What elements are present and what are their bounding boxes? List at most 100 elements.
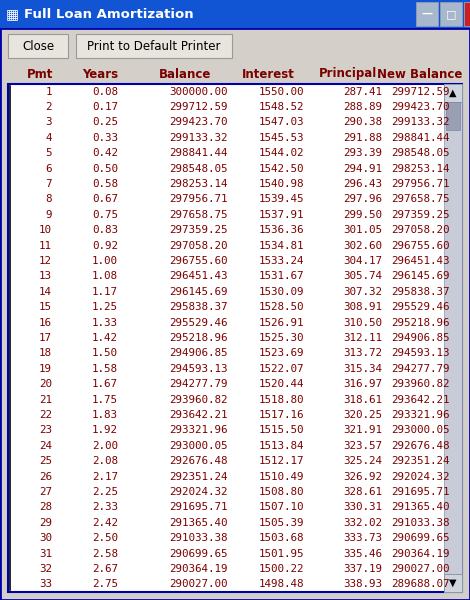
Text: 295218.96: 295218.96 — [170, 333, 228, 343]
Text: 0.17: 0.17 — [92, 102, 118, 112]
Bar — [416, 2, 438, 26]
Text: 293960.82: 293960.82 — [170, 395, 228, 404]
Text: 291.88: 291.88 — [343, 133, 382, 143]
Text: 297359.25: 297359.25 — [392, 210, 450, 220]
Text: 295838.37: 295838.37 — [392, 287, 450, 297]
Text: 293642.21: 293642.21 — [392, 395, 450, 404]
Text: 299712.59: 299712.59 — [392, 86, 450, 97]
Bar — [8, 84, 462, 592]
Text: 1523.69: 1523.69 — [258, 349, 304, 358]
Text: New Balance: New Balance — [377, 67, 462, 80]
Text: 332.02: 332.02 — [343, 518, 382, 528]
Text: 294277.79: 294277.79 — [170, 379, 228, 389]
Text: Full Loan Amortization: Full Loan Amortization — [24, 7, 194, 20]
Text: 2.42: 2.42 — [92, 518, 118, 528]
Text: 298841.44: 298841.44 — [392, 133, 450, 143]
Text: 25: 25 — [39, 456, 52, 466]
Text: 1547.03: 1547.03 — [258, 118, 304, 127]
Text: 310.50: 310.50 — [343, 317, 382, 328]
Text: 1518.80: 1518.80 — [258, 395, 304, 404]
Text: 294593.13: 294593.13 — [392, 349, 450, 358]
Text: 299.50: 299.50 — [343, 210, 382, 220]
Text: Balance: Balance — [159, 67, 211, 80]
Text: 3: 3 — [46, 118, 52, 127]
Text: 1503.68: 1503.68 — [258, 533, 304, 543]
Text: 0.08: 0.08 — [92, 86, 118, 97]
Text: 5: 5 — [46, 148, 52, 158]
Text: 1517.16: 1517.16 — [258, 410, 304, 420]
Text: 6: 6 — [46, 164, 52, 173]
Text: 295529.46: 295529.46 — [392, 302, 450, 312]
Text: 30: 30 — [39, 533, 52, 543]
Text: 307.32: 307.32 — [343, 287, 382, 297]
Text: 27: 27 — [39, 487, 52, 497]
Text: 1.50: 1.50 — [92, 349, 118, 358]
Text: 297956.71: 297956.71 — [170, 194, 228, 205]
Text: 333.73: 333.73 — [343, 533, 382, 543]
Text: 290699.65: 290699.65 — [392, 533, 450, 543]
Text: 291695.71: 291695.71 — [170, 502, 228, 512]
Text: 293321.96: 293321.96 — [392, 410, 450, 420]
Text: 0.67: 0.67 — [92, 194, 118, 205]
Text: 294593.13: 294593.13 — [170, 364, 228, 374]
Text: 0.92: 0.92 — [92, 241, 118, 251]
Text: Years: Years — [82, 67, 118, 80]
Text: 1537.91: 1537.91 — [258, 210, 304, 220]
Text: 297058.20: 297058.20 — [170, 241, 228, 251]
Text: ▼: ▼ — [449, 578, 457, 588]
Text: □: □ — [446, 9, 456, 19]
Text: 28: 28 — [39, 502, 52, 512]
Text: 318.61: 318.61 — [343, 395, 382, 404]
Text: 291695.71: 291695.71 — [392, 487, 450, 497]
Text: 297058.20: 297058.20 — [392, 225, 450, 235]
Bar — [444, 84, 462, 592]
Text: 292351.24: 292351.24 — [170, 472, 228, 482]
Text: 300000.00: 300000.00 — [170, 86, 228, 97]
Text: 29: 29 — [39, 518, 52, 528]
Text: 16: 16 — [39, 317, 52, 328]
Text: 2.08: 2.08 — [92, 456, 118, 466]
Text: 1526.91: 1526.91 — [258, 317, 304, 328]
Text: 1.83: 1.83 — [92, 410, 118, 420]
Text: Interest: Interest — [242, 67, 294, 80]
Text: 1540.98: 1540.98 — [258, 179, 304, 189]
Text: 323.57: 323.57 — [343, 441, 382, 451]
Text: Close: Close — [22, 40, 54, 52]
Text: 290027.00: 290027.00 — [170, 580, 228, 589]
Text: 292351.24: 292351.24 — [392, 456, 450, 466]
Bar — [444, 574, 462, 592]
Text: 290.38: 290.38 — [343, 118, 382, 127]
Text: 1500.22: 1500.22 — [258, 564, 304, 574]
Text: Principal: Principal — [319, 67, 377, 80]
Text: 8: 8 — [46, 194, 52, 205]
Text: 297.96: 297.96 — [343, 194, 382, 205]
Text: 292024.32: 292024.32 — [392, 472, 450, 482]
Text: 315.34: 315.34 — [343, 364, 382, 374]
Text: 299423.70: 299423.70 — [170, 118, 228, 127]
Text: 297956.71: 297956.71 — [392, 179, 450, 189]
Text: 316.97: 316.97 — [343, 379, 382, 389]
Text: 295838.37: 295838.37 — [170, 302, 228, 312]
Text: 290027.00: 290027.00 — [392, 564, 450, 574]
Text: 1.00: 1.00 — [92, 256, 118, 266]
Text: 293000.05: 293000.05 — [170, 441, 228, 451]
Text: 335.46: 335.46 — [343, 548, 382, 559]
Text: 289688.07: 289688.07 — [392, 580, 450, 589]
Text: 1.42: 1.42 — [92, 333, 118, 343]
Text: 288.89: 288.89 — [343, 102, 382, 112]
Text: 1505.39: 1505.39 — [258, 518, 304, 528]
Text: 294906.85: 294906.85 — [392, 333, 450, 343]
Text: 18: 18 — [39, 349, 52, 358]
Text: 298841.44: 298841.44 — [170, 148, 228, 158]
Text: 20: 20 — [39, 379, 52, 389]
Text: 295218.96: 295218.96 — [392, 317, 450, 328]
Text: 296145.69: 296145.69 — [170, 287, 228, 297]
Text: ▦: ▦ — [6, 7, 19, 21]
Text: 1.08: 1.08 — [92, 271, 118, 281]
Text: 32: 32 — [39, 564, 52, 574]
Text: 305.74: 305.74 — [343, 271, 382, 281]
Text: 287.41: 287.41 — [343, 86, 382, 97]
Text: 320.25: 320.25 — [343, 410, 382, 420]
Text: 15: 15 — [39, 302, 52, 312]
Text: ▲: ▲ — [449, 88, 457, 98]
